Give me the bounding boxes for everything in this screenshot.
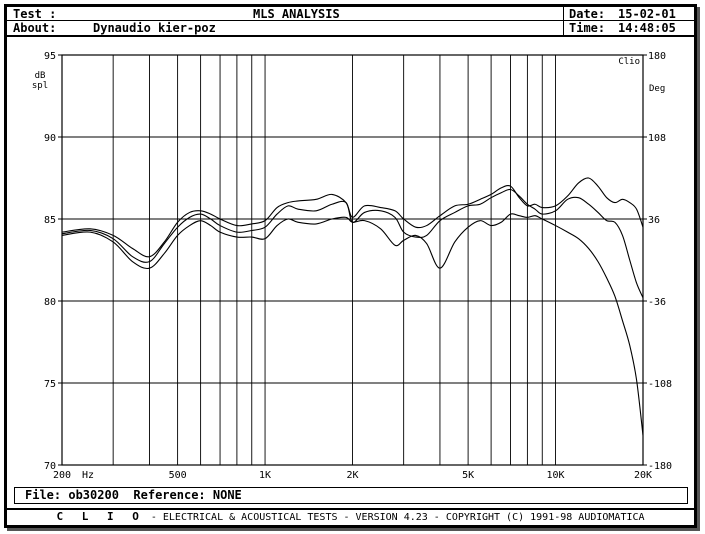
date-value: 15-02-01 bbox=[618, 7, 676, 21]
reference-label: Reference: bbox=[133, 488, 206, 502]
x-tick-label: 1K bbox=[259, 470, 271, 481]
file-info-bar: File: ob30200 Reference: NONE bbox=[14, 487, 688, 504]
y-tick-label: 80 bbox=[44, 297, 56, 308]
window-frame bbox=[4, 4, 697, 528]
y-axis-unit-2: spl bbox=[32, 81, 48, 91]
grid-layer bbox=[58, 54, 647, 466]
about-label: About: bbox=[13, 21, 57, 35]
response-curve-1 bbox=[61, 177, 644, 258]
response-curve-3 bbox=[61, 213, 644, 436]
x-axis-unit: Hz bbox=[82, 470, 94, 481]
y2-tick-label: -180 bbox=[648, 461, 672, 472]
x-tick-label: 10K bbox=[547, 470, 565, 481]
series-layer bbox=[61, 177, 644, 436]
y-tick-label: 85 bbox=[44, 215, 56, 226]
y2-tick-label: 108 bbox=[648, 133, 666, 144]
y2-tick-label: 36 bbox=[648, 215, 660, 226]
x-tick-label: 2K bbox=[346, 470, 358, 481]
y2-axis-unit: Deg bbox=[649, 84, 665, 94]
footer: C L I O - ELECTRICAL & ACOUSTICAL TESTS … bbox=[7, 509, 694, 525]
time-value: 14:48:05 bbox=[618, 21, 676, 35]
response-curve-2 bbox=[61, 188, 644, 298]
time-label: Time: bbox=[569, 21, 606, 35]
footer-brand: C L I O bbox=[56, 510, 145, 523]
y-tick-label: 75 bbox=[44, 379, 56, 390]
y-tick-label: 70 bbox=[44, 461, 56, 472]
y-tick-label: 95 bbox=[44, 51, 56, 62]
label-layer: 95 90 85 80 75 70 180 108 36 -36 -108 -180 200 500 1K 2… bbox=[32, 51, 672, 481]
header-divider bbox=[7, 20, 697, 21]
footer-rule bbox=[7, 508, 697, 510]
y-tick-label: 90 bbox=[44, 133, 56, 144]
header-bottom-rule bbox=[7, 35, 697, 37]
date-label: Date: bbox=[569, 7, 606, 21]
footer-text: - ELECTRICAL & ACOUSTICAL TESTS - VERSIO… bbox=[150, 512, 645, 523]
test-label: Test : bbox=[13, 7, 57, 21]
x-tick-label: 500 bbox=[169, 470, 187, 481]
file-label: File: bbox=[25, 488, 62, 502]
reference-value: NONE bbox=[212, 488, 242, 502]
x-tick-label: 20K bbox=[634, 470, 652, 481]
clio-corner-label: Clio bbox=[618, 57, 640, 67]
y-axis-unit: dB bbox=[35, 71, 46, 81]
y2-tick-label: -36 bbox=[648, 297, 666, 308]
header-column-rule bbox=[563, 7, 564, 36]
about-value: Dynaudio kier-poz bbox=[93, 21, 216, 35]
analysis-title: MLS ANALYSIS bbox=[253, 7, 340, 21]
y2-tick-label: -108 bbox=[648, 379, 672, 390]
x-tick-label: 200 bbox=[53, 470, 71, 481]
y2-tick-label: 180 bbox=[648, 51, 666, 62]
x-tick-label: 5K bbox=[462, 470, 474, 481]
file-value: ob30200 bbox=[68, 488, 119, 502]
